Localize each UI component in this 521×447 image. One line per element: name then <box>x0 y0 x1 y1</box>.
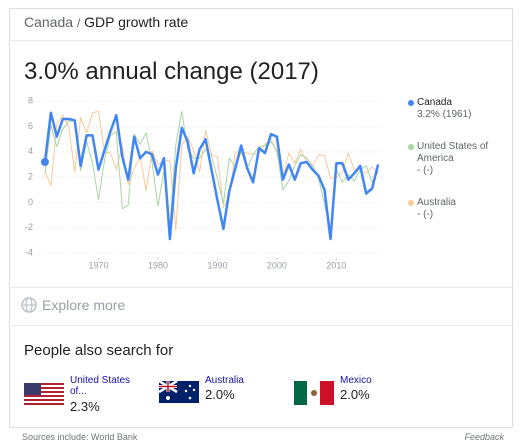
globe-icon <box>21 297 37 313</box>
flag-us <box>24 383 64 407</box>
legend-name: United States of America <box>417 141 489 164</box>
chip-value: 2.0% <box>205 387 235 402</box>
legend-swatch <box>408 200 414 206</box>
legend-swatch <box>408 144 414 150</box>
x-tick-label: 1990 <box>207 260 227 270</box>
divider <box>9 40 513 41</box>
chip-value: 2.0% <box>340 387 370 402</box>
selected-point <box>40 157 49 166</box>
x-tick-label: 2000 <box>267 260 287 270</box>
chip-name[interactable]: United States of... <box>70 375 131 397</box>
breadcrumb-separator: / <box>76 16 81 30</box>
series-line <box>43 111 380 241</box>
y-tick-label: 0 <box>28 197 33 207</box>
divider <box>9 287 513 288</box>
sources: Sources include: World Bank <box>22 432 138 442</box>
series-line <box>44 110 379 235</box>
chip-value: 2.3% <box>70 399 100 414</box>
legend-note: 3.2% (1961) <box>417 109 472 120</box>
y-tick-label: 2 <box>28 172 33 182</box>
breadcrumb-current: GDP growth rate <box>84 14 189 30</box>
legend-name: Canada <box>417 97 453 108</box>
y-tick-label: -4 <box>25 247 33 257</box>
legend-entry[interactable]: Australia - (-) <box>408 197 507 221</box>
chip-name[interactable]: Australia <box>205 375 244 386</box>
breadcrumb-parent[interactable]: Canada <box>24 14 74 30</box>
x-tick-label: 1970 <box>88 260 108 270</box>
divider <box>9 325 513 326</box>
y-tick-label: 4 <box>28 146 33 156</box>
section-title: People also search for <box>24 342 174 359</box>
breadcrumb: Canada / GDP growth rate <box>24 14 188 30</box>
series-line <box>44 110 379 231</box>
y-tick-label: 6 <box>28 121 33 131</box>
feedback[interactable]: Feedback <box>464 432 504 442</box>
explore-more[interactable]: Explore more <box>42 297 126 313</box>
x-tick-label: 1980 <box>148 260 168 270</box>
chip-name[interactable]: Mexico <box>340 375 372 386</box>
legend-entry[interactable]: Canada 3.2% (1961) <box>408 97 507 121</box>
flag-mx <box>294 381 334 405</box>
y-tick-label: 8 <box>28 96 33 106</box>
card <box>9 8 513 428</box>
x-tick-label: 2010 <box>326 260 346 270</box>
y-tick-label: -2 <box>25 222 33 232</box>
legend-note: - (-) <box>417 209 434 220</box>
legend-swatch <box>408 100 414 106</box>
headline: 3.0% annual change (2017) <box>24 58 319 85</box>
legend-name: Australia <box>417 197 456 208</box>
flag-au <box>159 381 199 403</box>
legend-note: - (-) <box>417 165 434 176</box>
legend-entry[interactable]: United States of America - (-) <box>408 141 507 177</box>
